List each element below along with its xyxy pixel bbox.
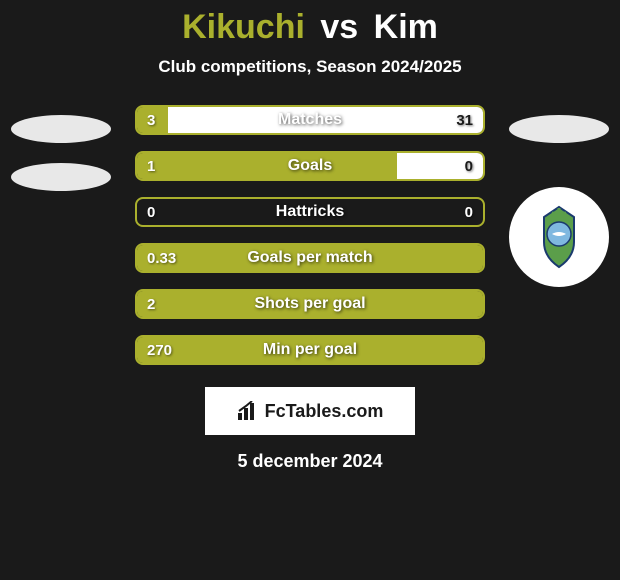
date-text: 5 december 2024 <box>0 451 620 472</box>
subtitle: Club competitions, Season 2024/2025 <box>0 57 620 77</box>
stat-rows: 3 Matches 31 1 Goals 0 0 Hattricks 0 0.33 Goals pe… <box>135 105 485 365</box>
chart-icon <box>237 401 259 421</box>
club-crest-icon <box>524 202 594 272</box>
player1-photo-placeholder <box>11 115 111 143</box>
stat-value-right: 31 <box>456 112 473 129</box>
page-title: Kikuchi vs Kim <box>0 8 620 47</box>
comparison-card: Kikuchi vs Kim Club competitions, Season… <box>0 0 620 472</box>
brand-logo: FcTables.com <box>205 387 415 435</box>
player2-badges <box>504 115 614 287</box>
vs-text: vs <box>320 8 358 46</box>
player1-club-placeholder <box>11 163 111 191</box>
stat-row: 2 Shots per goal <box>135 289 485 319</box>
fill-left <box>137 153 397 179</box>
stat-label: Shots per goal <box>254 295 365 313</box>
stat-value-left: 3 <box>147 112 155 129</box>
stat-row: 1 Goals 0 <box>135 151 485 181</box>
stat-value-left: 0 <box>147 204 155 221</box>
stat-value-right: 0 <box>465 204 473 221</box>
stat-label: Min per goal <box>263 341 357 359</box>
stat-row: 0.33 Goals per match <box>135 243 485 273</box>
stat-row: 0 Hattricks 0 <box>135 197 485 227</box>
stat-label: Goals per match <box>247 249 372 267</box>
stats-area: 3 Matches 31 1 Goals 0 0 Hattricks 0 0.33 Goals pe… <box>0 105 620 365</box>
stat-value-left: 0.33 <box>147 250 176 267</box>
player2-photo-placeholder <box>509 115 609 143</box>
player1-name: Kikuchi <box>182 8 305 46</box>
player2-club-logo <box>509 187 609 287</box>
stat-label: Goals <box>288 157 332 175</box>
stat-label: Hattricks <box>276 203 344 221</box>
stat-row: 3 Matches 31 <box>135 105 485 135</box>
stat-value-left: 2 <box>147 296 155 313</box>
brand-text: FcTables.com <box>265 401 384 422</box>
stat-label: Matches <box>278 111 342 129</box>
stat-value-left: 1 <box>147 158 155 175</box>
stat-row: 270 Min per goal <box>135 335 485 365</box>
stat-value-left: 270 <box>147 342 172 359</box>
player2-name: Kim <box>374 8 438 46</box>
stat-value-right: 0 <box>465 158 473 175</box>
player1-badges <box>6 115 116 191</box>
